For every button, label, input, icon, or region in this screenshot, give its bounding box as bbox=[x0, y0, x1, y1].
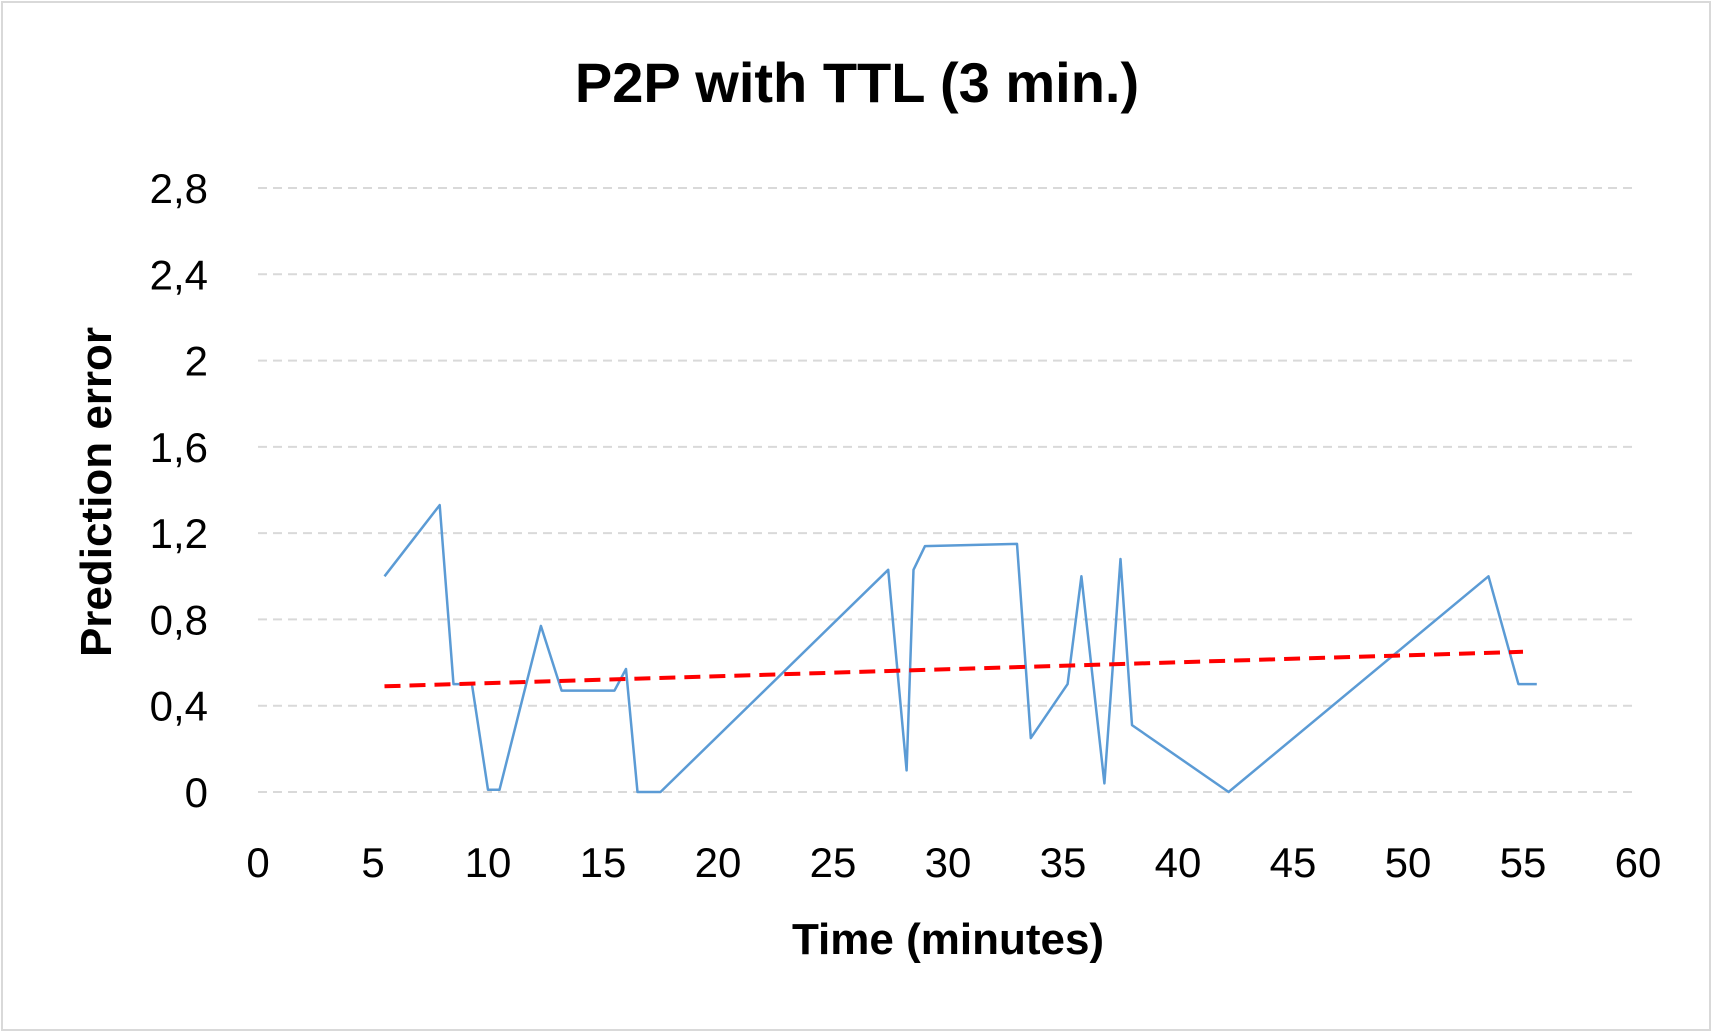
series-group bbox=[383, 503, 1537, 794]
x-tick-label: 40 bbox=[1155, 839, 1202, 886]
x-tick-label: 20 bbox=[695, 839, 742, 886]
gridlines bbox=[258, 187, 1635, 793]
x-tick-label: 35 bbox=[1040, 839, 1087, 886]
chart-title: P2P with TTL (3 min.) bbox=[574, 51, 1140, 114]
y-tick-label: 0,4 bbox=[150, 683, 208, 730]
x-tick-label: 60 bbox=[1615, 839, 1662, 886]
x-tick-label: 25 bbox=[810, 839, 857, 886]
y-tick-label: 2 bbox=[185, 338, 208, 385]
x-axis-label: Time (minutes) bbox=[791, 915, 1105, 964]
x-tick-label: 5 bbox=[361, 839, 384, 886]
y-tick-labels: 0 0,4 0,8 1,2 1,6 2 2,4 2,8 bbox=[150, 165, 208, 816]
y-tick-label: 2,8 bbox=[150, 165, 208, 212]
y-tick-label: 1,6 bbox=[150, 424, 208, 471]
y-tick-label: 2,4 bbox=[150, 251, 208, 298]
y-tick-label: 0 bbox=[185, 769, 208, 816]
x-tick-label: 10 bbox=[465, 839, 512, 886]
x-tick-label: 55 bbox=[1500, 839, 1547, 886]
x-tick-label: 15 bbox=[580, 839, 627, 886]
trendline bbox=[384, 649, 1524, 689]
y-tick-label: 1,2 bbox=[150, 510, 208, 557]
y-tick-label: 0,8 bbox=[150, 596, 208, 643]
x-tick-label: 0 bbox=[246, 839, 269, 886]
x-tick-label: 30 bbox=[925, 839, 972, 886]
x-tick-label: 50 bbox=[1385, 839, 1432, 886]
data-series-line bbox=[383, 503, 1537, 794]
x-tick-labels: 0 5 10 15 20 25 30 35 40 45 50 55 60 bbox=[246, 839, 1661, 886]
x-tick-label: 45 bbox=[1270, 839, 1317, 886]
